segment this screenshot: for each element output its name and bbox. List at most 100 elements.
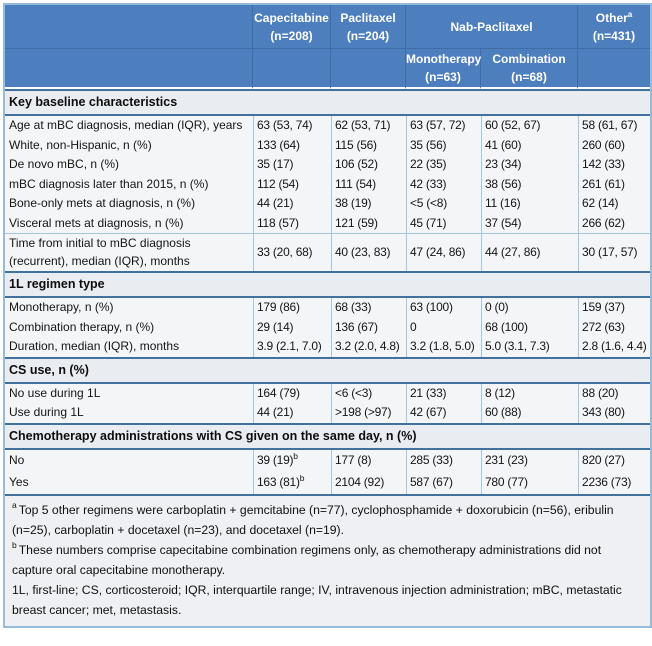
value-cell: 23 (34) (481, 155, 579, 175)
table-row: Bone-only mets at diagnosis, n (%) 44 (21… (5, 194, 651, 214)
col-group-header-nab-paclitaxel: Nab-Paclitaxel (406, 5, 579, 49)
footnote-marker-b: b (299, 472, 305, 483)
table-row: Yes 163 (81)b 2104 (92) 587 (67) 780 (77) 223… (5, 471, 651, 494)
value-cell: 121 (59) (331, 213, 406, 233)
value-cell: 260 (60) (578, 135, 651, 155)
col-label: Capecitabine (254, 10, 329, 25)
baseline-characteristics-table: Capecitabine (n=208) Paclitaxel (n=204) … (3, 3, 652, 628)
row-label: Time from initial to mBC diagnosis (recu… (5, 233, 253, 271)
col-n: (n=208) (270, 28, 313, 43)
row-label: Age at mBC diagnosis, median (IQR), year… (5, 116, 253, 136)
footnote-a: a Top 5 other regimens were carboplatin +… (12, 500, 643, 540)
header-empty-corner (5, 5, 253, 49)
table-row: No use during 1L 164 (79) <6 (<3) 21 (33) 8 … (5, 383, 651, 403)
value-cell: 272 (63) (578, 317, 651, 337)
value-cell: 29 (14) (253, 317, 331, 337)
table-row: Combination therapy, n (%) 29 (14) 136 (67… (5, 317, 651, 337)
value-cell: 47 (24, 86) (406, 233, 481, 271)
table-row: Monotherapy, n (%) 179 (86) 68 (33) 63 (100… (5, 298, 651, 318)
baseline-characteristics-figure: Capecitabine (n=208) Paclitaxel (n=204) … (3, 3, 652, 628)
header-empty-cell (253, 49, 331, 89)
value-cell: 2.8 (1.6, 4.4) (578, 337, 651, 357)
col-n: (n=63) (425, 70, 461, 84)
value-cell: 40 (23, 83) (331, 233, 406, 271)
row-label: Monotherapy, n (%) (5, 298, 253, 318)
table-row: Use during 1L 44 (21) >198 (>97) 42 (67) 60 … (5, 403, 651, 423)
value-cell: 164 (79) (253, 383, 331, 403)
value-cell: <5 (<8) (406, 194, 481, 214)
value-cell: 44 (21) (253, 403, 331, 423)
row-label: Duration, median (IQR), months (5, 337, 253, 357)
value-cell: 118 (57) (253, 213, 331, 233)
row-label: Visceral mets at diagnosis, n (%) (5, 213, 253, 233)
value-cell: 37 (54) (481, 213, 579, 233)
value-cell: 820 (27) (578, 449, 651, 472)
value-cell: 45 (71) (406, 213, 481, 233)
col-n: (n=431) (592, 28, 636, 43)
row-label: mBC diagnosis later than 2015, n (%) (5, 174, 253, 194)
table-row: Visceral mets at diagnosis, n (%) 118 (57… (5, 213, 651, 233)
col-header-paclitaxel: Paclitaxel (n=204) (331, 5, 406, 49)
row-label: Bone-only mets at diagnosis, n (%) (5, 194, 253, 214)
table-body: Key baseline characteristics Age at mBC d… (5, 89, 651, 494)
value-cell: 38 (56) (481, 174, 579, 194)
table-row: Time from initial to mBC diagnosis (recu… (5, 233, 651, 271)
row-label: Yes (5, 471, 253, 494)
col-label: Paclitaxel (340, 10, 396, 25)
value-cell: 38 (19) (331, 194, 406, 214)
section-header-row: Key baseline characteristics (5, 89, 651, 116)
value-cell: 63 (57, 72) (406, 116, 481, 136)
section-title: CS use, n (%) (5, 356, 651, 384)
col-label: Nab-Paclitaxel (450, 19, 533, 34)
value-cell: 780 (77) (481, 471, 579, 494)
section-title: Chemotherapy administrations with CS giv… (5, 422, 651, 450)
value-cell: <6 (<3) (331, 383, 406, 403)
value-cell: 106 (52) (331, 155, 406, 175)
value-cell: 133 (64) (253, 135, 331, 155)
value-cell: 21 (33) (406, 383, 481, 403)
row-label: No (5, 449, 253, 472)
value-cell: 39 (19)b (253, 449, 331, 472)
header-empty-cell (5, 49, 253, 89)
value-cell: 63 (100) (406, 298, 481, 318)
footnote-text: 1L, first-line; CS, corticosteroid; IQR,… (12, 582, 622, 617)
footnotes-row: a Top 5 other regimens were carboplatin +… (5, 493, 651, 626)
abbreviations-note: 1L, first-line; CS, corticosteroid; IQR,… (12, 580, 643, 620)
value-cell: 30 (17, 57) (578, 233, 651, 271)
value-cell: 159 (37) (578, 298, 651, 318)
value-cell: 2104 (92) (331, 471, 406, 494)
header-row-1: Capecitabine (n=208) Paclitaxel (n=204) … (5, 5, 651, 49)
value-cell: 44 (27, 86) (481, 233, 579, 271)
value-cell: 33 (20, 68) (253, 233, 331, 271)
col-header-combination: Combination (n=68) (481, 49, 579, 89)
value-cell: 88 (20) (578, 383, 651, 403)
table-header: Capecitabine (n=208) Paclitaxel (n=204) … (5, 5, 651, 89)
value-cell: 261 (61) (578, 174, 651, 194)
section-title: Key baseline characteristics (5, 89, 651, 116)
col-n: (n=204) (346, 28, 390, 43)
value-cell: 231 (23) (481, 449, 579, 472)
table-row: White, non-Hispanic, n (%) 133 (64) 115 (5… (5, 135, 651, 155)
table-row: Age at mBC diagnosis, median (IQR), year… (5, 116, 651, 136)
header-empty-cell (331, 49, 406, 89)
row-label: Use during 1L (5, 403, 253, 423)
value-cell: 587 (67) (406, 471, 481, 494)
footnote-text: These numbers comprise capecitabine comb… (12, 542, 602, 577)
value-cell: 41 (60) (481, 135, 579, 155)
value-cell: 266 (62) (578, 213, 651, 233)
footnote-marker-a: a (627, 9, 633, 19)
value-cell: 60 (88) (481, 403, 579, 423)
value-cell: 42 (33) (406, 174, 481, 194)
footnotes-block: a Top 5 other regimens were carboplatin +… (5, 493, 651, 626)
value-cell: 2236 (73) (578, 471, 651, 494)
table-row: mBC diagnosis later than 2015, n (%) 112 … (5, 174, 651, 194)
value-cell: 35 (17) (253, 155, 331, 175)
value-cell: 163 (81)b (253, 471, 331, 494)
table-row: De novo mBC, n (%) 35 (17) 106 (52) 22 (35)… (5, 155, 651, 175)
value-cell: 111 (54) (331, 174, 406, 194)
section-header-row: Chemotherapy administrations with CS giv… (5, 422, 651, 450)
section-title: 1L regimen type (5, 271, 651, 298)
value-cell: 5.0 (3.1, 7.3) (481, 337, 579, 357)
value-cell: 3.2 (2.0, 4.8) (331, 337, 406, 357)
col-label: Othera (595, 9, 633, 25)
